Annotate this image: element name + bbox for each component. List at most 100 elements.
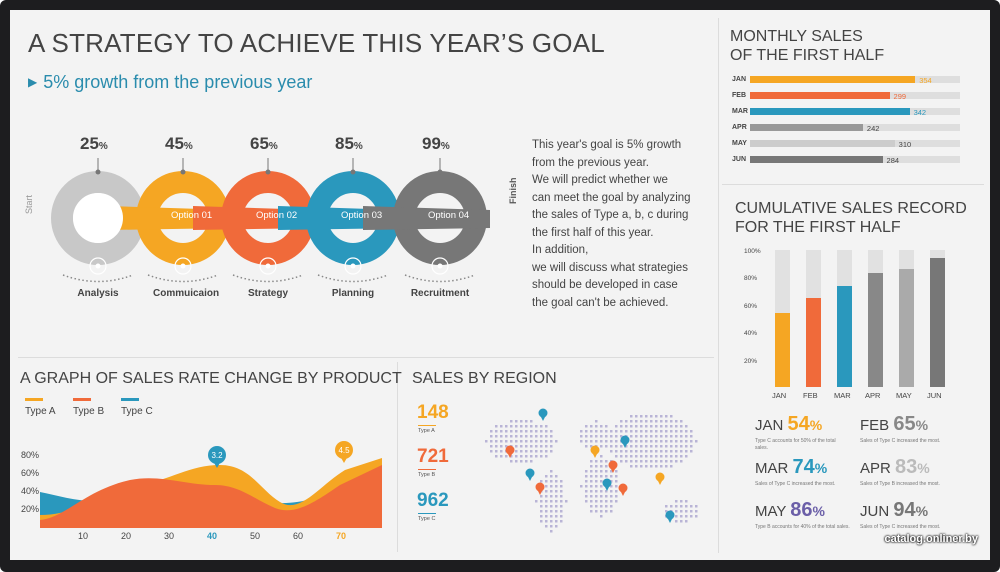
map-dot [680, 430, 683, 433]
rate-xtick-20: 20 [121, 531, 132, 541]
map-dot [500, 440, 503, 443]
map-dot [545, 480, 548, 483]
map-dot [530, 420, 533, 423]
map-dot [685, 430, 688, 433]
map-dot [545, 425, 548, 428]
map-dot [540, 450, 543, 453]
map-dot [545, 490, 548, 493]
map-dot [670, 435, 673, 438]
map-dot [610, 485, 613, 488]
map-dot [655, 450, 658, 453]
connector-dot-4 [350, 169, 356, 175]
map-dot [500, 430, 503, 433]
map-dot [540, 430, 543, 433]
map-pin-icon [618, 483, 628, 493]
map-dot [560, 505, 563, 508]
finish-label: Finish [508, 177, 518, 205]
map-dot [555, 500, 558, 503]
map-dot [615, 500, 618, 503]
map-dot [515, 450, 518, 453]
map-dot [520, 460, 523, 463]
callout-pointer-1 [213, 461, 221, 468]
map-pin-tip [507, 453, 513, 458]
map-dot [675, 425, 678, 428]
rate-xtick-40: 40 [207, 531, 218, 541]
map-dot [515, 425, 518, 428]
map-dot [630, 425, 633, 428]
map-dot [550, 490, 553, 493]
map-dot [615, 455, 618, 458]
cum-stat-suffix: % [917, 460, 930, 476]
map-pin-tip [540, 416, 546, 421]
cumulative-title-line1: CUMULATIVE SALES RECORD [735, 200, 967, 217]
map-dot [595, 460, 598, 463]
flask-icon [174, 257, 192, 275]
cum-bar-mar [837, 285, 852, 387]
rate-ytick-2: 60% [21, 468, 40, 478]
cum-stat-suffix: % [809, 417, 823, 433]
map-dot [545, 455, 548, 458]
map-dot [615, 440, 618, 443]
map-dot [545, 475, 548, 478]
map-dot [590, 470, 593, 473]
cum-stat-month: MAY [755, 503, 791, 520]
map-dot [545, 505, 548, 508]
map-dot [520, 435, 523, 438]
map-dot [660, 425, 663, 428]
map-dot [530, 425, 533, 428]
map-dot [685, 445, 688, 448]
map-dot [635, 450, 638, 453]
map-dot [595, 465, 598, 468]
map-dot [610, 510, 613, 513]
map-dot [600, 485, 603, 488]
map-dot [640, 445, 643, 448]
legend-swatch-2 [73, 398, 91, 401]
map-dot [550, 430, 553, 433]
subtitle-text: 5% growth from the previous year [43, 72, 313, 92]
cum-xtick-may: MAY [896, 391, 912, 400]
map-dot [555, 525, 558, 528]
map-dot [590, 435, 593, 438]
map-dot [680, 500, 683, 503]
map-dot [500, 450, 503, 453]
map-dot [620, 450, 623, 453]
map-dot [540, 435, 543, 438]
map-dot [615, 495, 618, 498]
map-dot [600, 430, 603, 433]
map-dot [690, 450, 693, 453]
map-dot [650, 440, 653, 443]
map-dot [665, 445, 668, 448]
step-option-5: Option 04 [428, 210, 470, 221]
map-dot [655, 440, 658, 443]
map-dot [630, 455, 633, 458]
map-dot [590, 430, 593, 433]
cum-stat-month: FEB [860, 417, 894, 434]
map-dot [635, 465, 638, 468]
map-dot [665, 420, 668, 423]
map-dot [645, 455, 648, 458]
monthly-month-mar: MAR [732, 108, 748, 115]
map-dot [620, 435, 623, 438]
map-dot [590, 490, 593, 493]
map-dot [630, 450, 633, 453]
cum-stat-note: Sales of Type B increased the most. [860, 481, 940, 487]
map-dot [645, 435, 648, 438]
map-dot [615, 480, 618, 483]
map-dot [510, 420, 513, 423]
legend-label-2: Type B [73, 406, 105, 417]
dotted-arc-4 [317, 274, 389, 283]
map-dot [585, 470, 588, 473]
map-dot [615, 435, 618, 438]
map-dot [685, 440, 688, 443]
map-dot [680, 425, 683, 428]
map-dot [690, 505, 693, 508]
map-dot [590, 460, 593, 463]
map-dot [600, 510, 603, 513]
cum-bar-apr [868, 273, 883, 387]
map-dot [655, 430, 658, 433]
callout-pointer-2 [340, 456, 348, 463]
map-dot [635, 430, 638, 433]
map-dot [605, 440, 608, 443]
step-label-2: Commuicaion [153, 288, 220, 299]
map-dot [675, 520, 678, 523]
